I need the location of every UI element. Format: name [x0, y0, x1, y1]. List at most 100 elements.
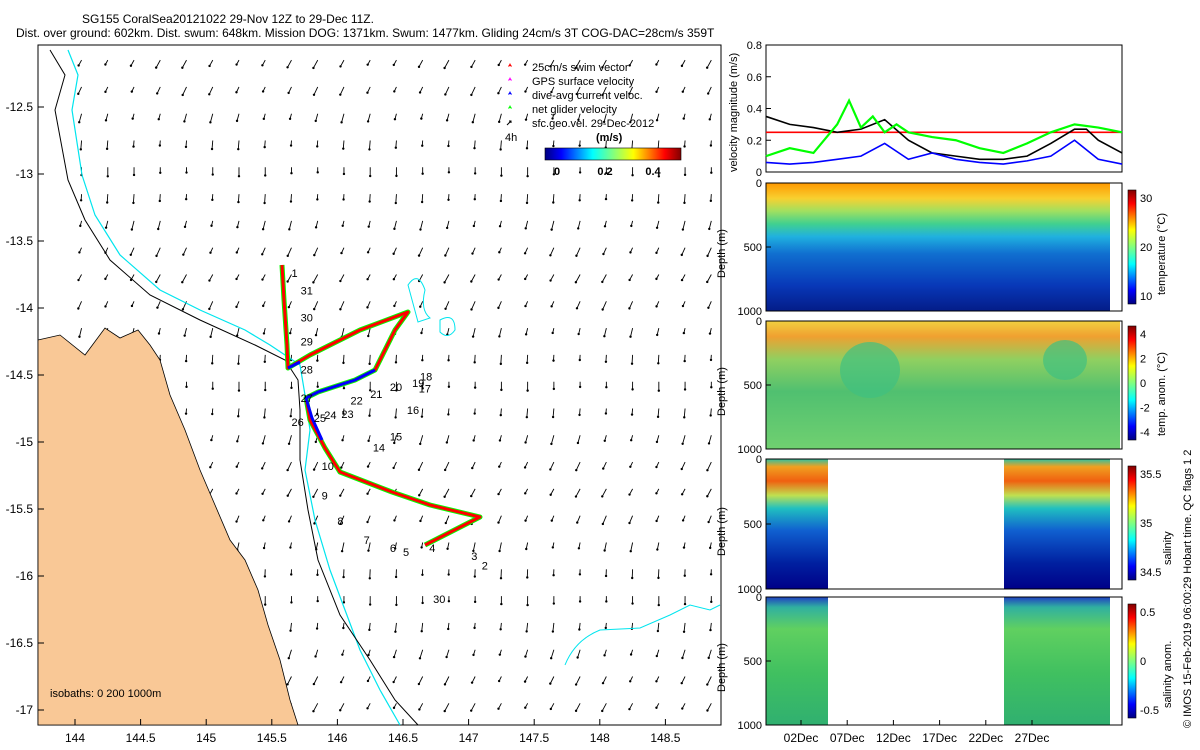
current-arrow-head [708, 546, 712, 550]
current-arrow [446, 220, 450, 229]
current-arrow [341, 113, 345, 123]
current-arrow-head [419, 442, 422, 446]
depth-tick-label: 500 [744, 380, 762, 392]
current-arrow-head [77, 278, 80, 282]
salinity-section-late [1004, 459, 1110, 589]
current-arrow-head [316, 171, 319, 174]
current-arrow [575, 59, 581, 69]
current-arrow-head [628, 307, 631, 310]
current-arrow-head [368, 200, 371, 203]
current-arrow [498, 515, 502, 523]
current-arrow-head [235, 91, 238, 94]
map-x-tick-label: 146.5 [388, 731, 418, 745]
current-arrow [340, 59, 345, 67]
current-arrow [418, 59, 424, 68]
current-arrow-head [470, 93, 473, 97]
current-arrow-head [235, 520, 238, 523]
current-arrow-head [443, 281, 446, 284]
current-arrow-head [498, 439, 502, 442]
current-arrow-head [524, 90, 527, 93]
current-arrow [290, 622, 292, 631]
current-arrow-head [551, 546, 555, 549]
current-arrow [577, 649, 581, 658]
glider-track [279, 264, 483, 548]
current-arrow-head [552, 602, 556, 605]
velocity-series-line [765, 115, 1123, 161]
current-arrow-head [210, 438, 213, 442]
current-arrow-head [261, 278, 264, 281]
velocity-panel: 0 0.2 0.4 0.6 0.8 [747, 40, 1123, 179]
temperature-section [766, 183, 1110, 311]
current-arrow-head [79, 224, 82, 228]
current-arrow-head [286, 494, 289, 497]
salanom-depth-label: Depth (m) [716, 643, 728, 692]
current-arrow-head [629, 120, 632, 124]
anomaly-feature [840, 342, 900, 398]
current-arrow [237, 194, 240, 203]
salinity-anomaly-section-early [766, 597, 828, 725]
current-arrow [630, 542, 634, 552]
current-arrow-head [497, 306, 500, 310]
current-arrow-head [392, 706, 396, 710]
current-arrow [444, 59, 450, 69]
current-arrow-head [104, 119, 108, 122]
current-arrow-head [263, 360, 267, 363]
current-arrow-head [473, 386, 477, 389]
current-arrow [446, 649, 450, 658]
current-arrow-head [549, 254, 552, 257]
current-arrow-head [552, 574, 555, 577]
current-arrow-head [524, 492, 527, 495]
legend-label: sfc.geo.vel. 29-Dec-2012 [532, 118, 654, 130]
salinity-colorbar [1127, 465, 1137, 581]
current-arrow-head [157, 118, 160, 121]
current-arrow-head [551, 630, 555, 633]
current-arrow-head [470, 494, 473, 498]
current-arrow-head [681, 442, 684, 445]
current-arrow-head [604, 197, 608, 201]
current-arrow-head [393, 441, 396, 445]
current-arrow [77, 86, 82, 95]
current-arrow [552, 194, 555, 203]
current-arrow-head [208, 64, 211, 68]
current-arrow [444, 676, 450, 685]
current-arrow-head [446, 547, 449, 550]
current-arrow-head [342, 626, 345, 630]
current-arrow-head [313, 522, 316, 525]
current-arrow-head [289, 414, 292, 418]
current-arrow-head [578, 199, 581, 202]
current-arrow-head [316, 412, 319, 416]
current-arrow-head [524, 304, 527, 308]
colorbar-tick: 0.2 [597, 166, 612, 178]
map-x-tick-label: 148 [590, 731, 610, 745]
anom-depth-label: Depth (m) [716, 367, 728, 416]
current-arrow-head [421, 573, 424, 576]
current-arrow-head [417, 254, 421, 257]
current-arrow-head [156, 306, 159, 309]
map-y-tick-label: -14.5 [6, 368, 34, 382]
current-arrow-head [655, 277, 658, 281]
current-arrow-head [497, 521, 500, 524]
current-arrow-head [130, 228, 134, 231]
current-arrow-head [366, 251, 370, 254]
current-arrow-head [680, 253, 683, 257]
current-arrow [313, 488, 319, 498]
current-arrow-head [211, 173, 214, 176]
current-arrow-head [237, 362, 240, 365]
current-arrow [369, 194, 371, 202]
current-arrow-head [78, 121, 81, 124]
current-arrow [601, 703, 607, 712]
current-arrow-head [605, 171, 608, 175]
current-arrow-head [523, 277, 527, 281]
current-arrow [526, 408, 529, 418]
temperature-panel [765, 182, 1137, 312]
current-arrow-head [421, 601, 424, 605]
current-arrow [211, 354, 214, 364]
current-arrow-head [603, 549, 606, 552]
sal-colorbar-label: salinity [1162, 531, 1174, 565]
current-arrow-head [575, 92, 578, 96]
legend-label: GPS surface velocity [532, 76, 635, 88]
temp-anomaly-colorbar [1127, 325, 1137, 441]
current-arrow-head [470, 681, 474, 684]
current-arrow-head [418, 494, 421, 497]
track-day-label: 30 [433, 594, 445, 606]
